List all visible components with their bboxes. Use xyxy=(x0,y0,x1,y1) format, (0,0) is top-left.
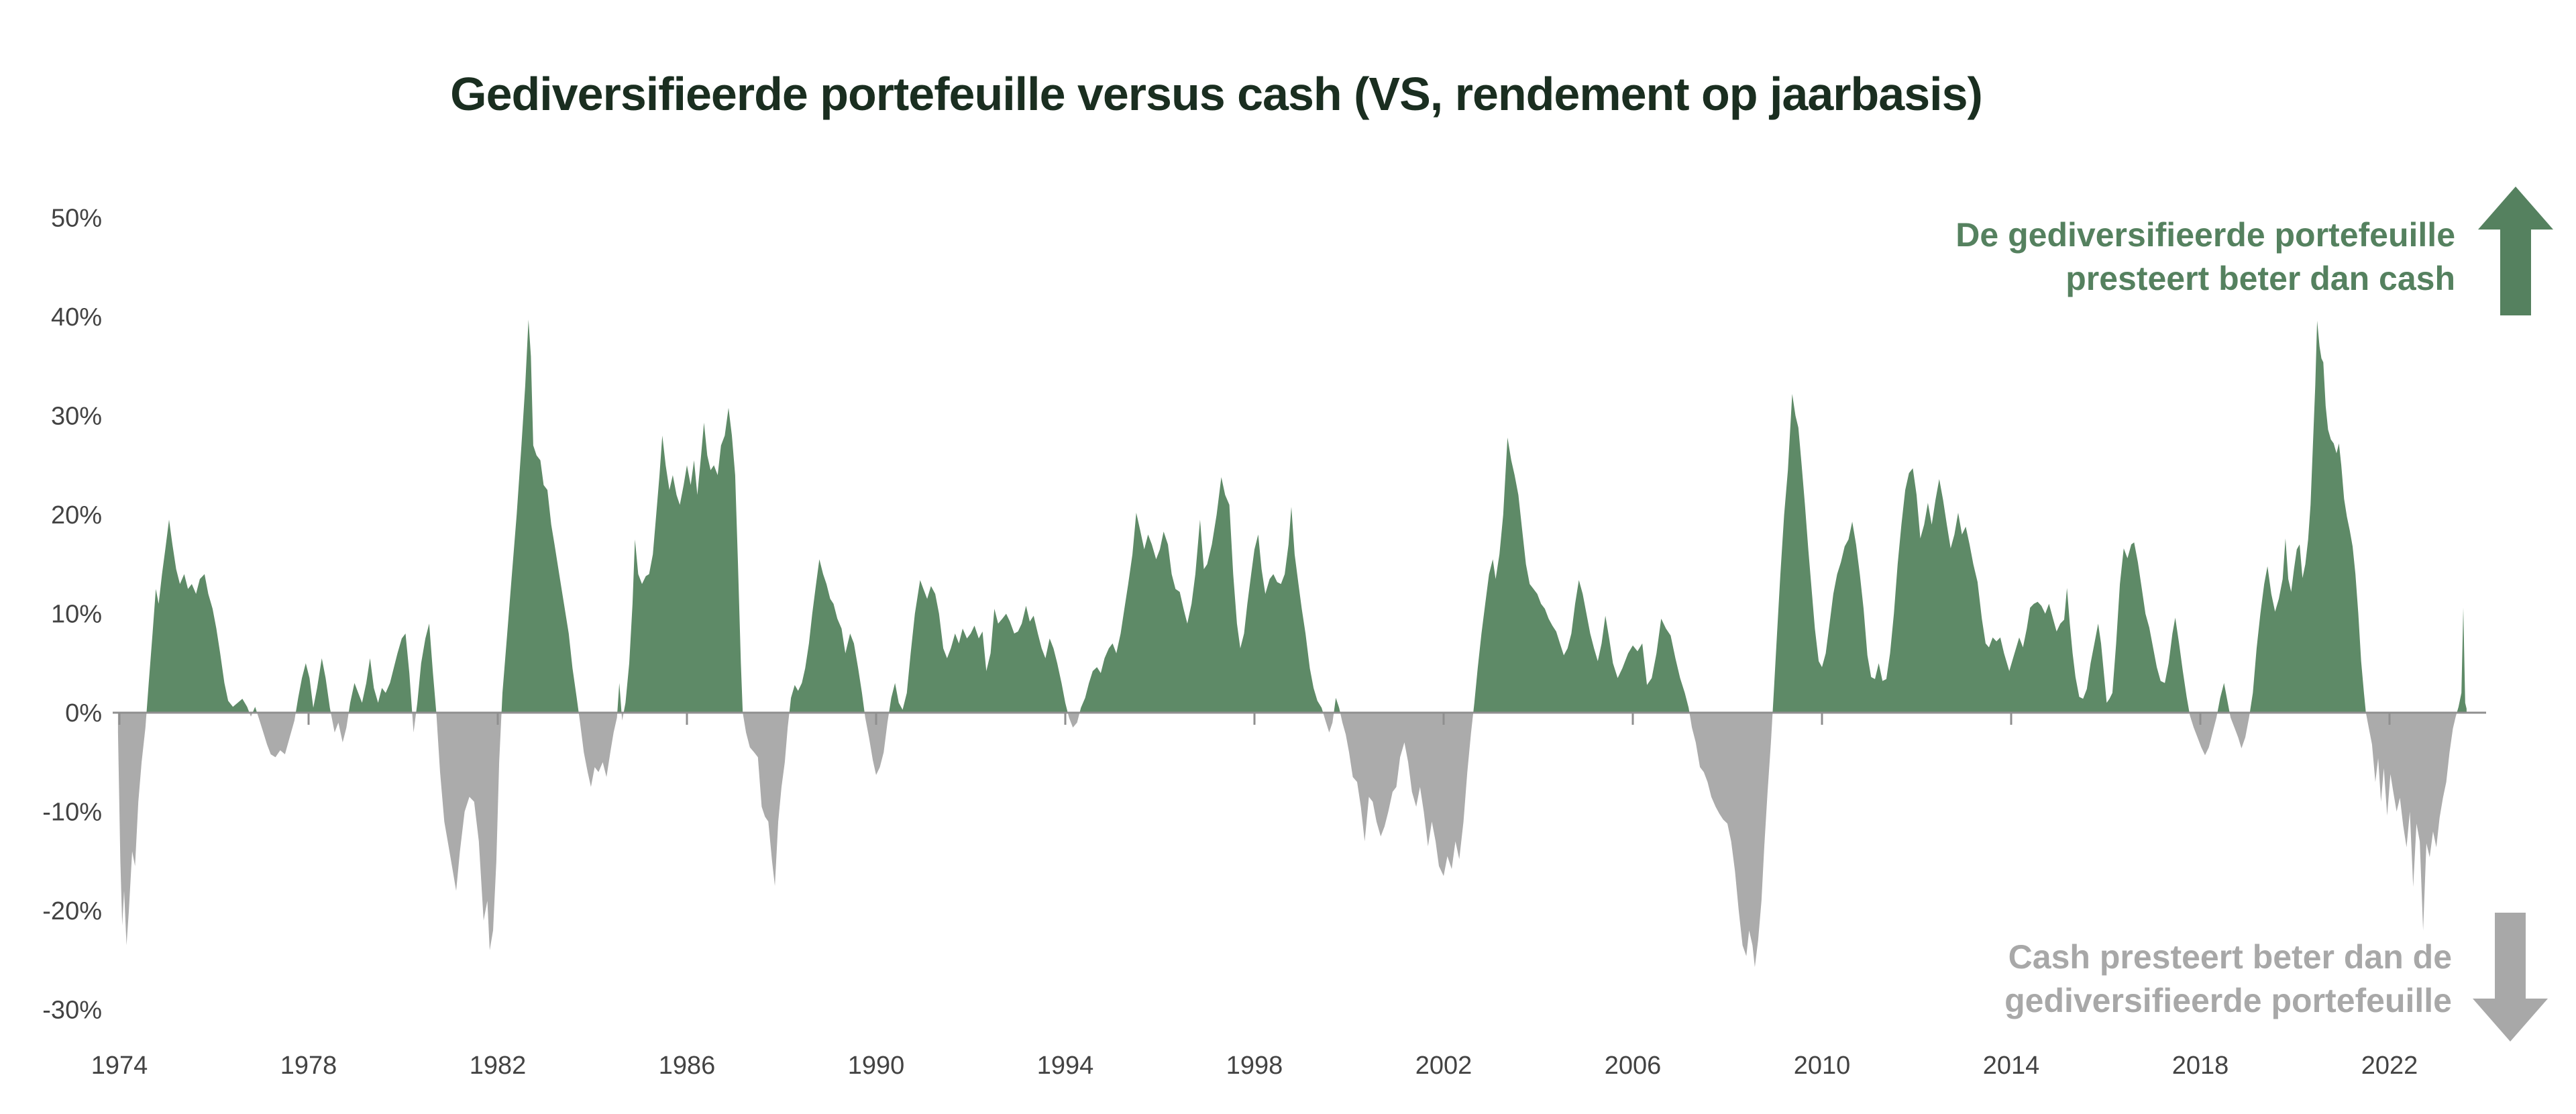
underperform-annotation: Cash presteert beter dan de gediversifie… xyxy=(2004,935,2452,1023)
x-axis-tick-label: 1974 xyxy=(91,1052,148,1080)
x-axis-tick-label: 2010 xyxy=(1794,1052,1851,1080)
x-axis-tick-label: 1994 xyxy=(1037,1052,1094,1080)
x-axis-tick-label: 1998 xyxy=(1226,1052,1283,1080)
x-axis-tick-label: 2014 xyxy=(1983,1052,2040,1080)
up-arrow-icon xyxy=(2478,187,2553,315)
y-axis-tick-label: 0% xyxy=(65,699,102,727)
page-title: Gediversifieerde portefeuille versus cas… xyxy=(450,68,1983,120)
y-axis-tick-label: 30% xyxy=(51,403,102,431)
x-axis-tick-label: 2018 xyxy=(2172,1052,2229,1080)
y-axis-tick-label: -20% xyxy=(42,897,102,925)
underperform-annotation-line1: Cash presteert beter dan de xyxy=(2008,938,2452,976)
x-axis-tick-label: 2006 xyxy=(1605,1052,1662,1080)
y-axis-tick-label: -30% xyxy=(42,997,102,1025)
x-axis-tick-label: 2002 xyxy=(1415,1052,1472,1080)
outperform-annotation: De gediversifieerde portefeuille prestee… xyxy=(1955,213,2455,301)
y-axis-tick-label: 20% xyxy=(51,501,102,529)
x-axis-tick-label: 1986 xyxy=(659,1052,716,1080)
y-axis-tick-label: 10% xyxy=(51,601,102,629)
y-axis-tick-label: 50% xyxy=(51,205,102,233)
down-arrow-icon xyxy=(2473,913,2548,1042)
area-positive xyxy=(117,319,2467,713)
outperform-annotation-line2: presteert beter dan cash xyxy=(2065,260,2455,297)
x-axis-tick-label: 1990 xyxy=(848,1052,905,1080)
y-axis-tick-label: -10% xyxy=(42,799,102,827)
y-axis-tick-label: 40% xyxy=(51,303,102,332)
x-axis-tick-label: 1982 xyxy=(470,1052,527,1080)
x-axis-tick-label: 2022 xyxy=(2361,1052,2418,1080)
outperform-annotation-line1: De gediversifieerde portefeuille xyxy=(1955,216,2455,254)
x-axis-tick-label: 1978 xyxy=(280,1052,337,1080)
underperform-annotation-line2: gediversifieerde portefeuille xyxy=(2004,982,2452,1019)
